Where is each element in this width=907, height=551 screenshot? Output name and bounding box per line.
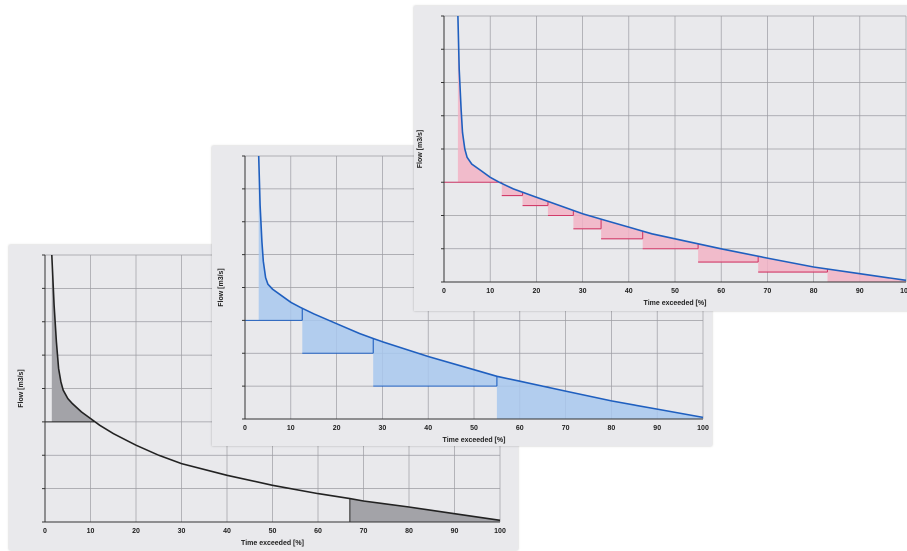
x-tick-label: 60 (516, 425, 524, 432)
x-tick-label: 30 (178, 528, 186, 535)
x-tick-label: 80 (405, 528, 413, 535)
x-tick-label: 30 (579, 288, 587, 295)
x-axis-label: Time exceeded [%] (644, 300, 707, 307)
x-tick-label: 70 (360, 528, 368, 535)
fill-area-step (373, 338, 497, 387)
x-tick-label: 100 (697, 425, 709, 432)
fill-area-peak (51, 255, 95, 422)
y-axis-label: Flow [m3/s] (417, 130, 424, 169)
fill-area-step (302, 308, 374, 354)
x-tick-label: 0 (43, 528, 47, 535)
fill-area-step (258, 156, 303, 321)
x-tick-label: 10 (87, 528, 95, 535)
x-tick-label: 100 (494, 528, 506, 535)
x-tick-label: 70 (764, 288, 772, 295)
x-tick-label: 20 (333, 425, 341, 432)
x-tick-label: 100 (900, 288, 907, 295)
fill-area-step (573, 210, 602, 229)
fill-area-step (457, 16, 502, 184)
x-tick-label: 80 (810, 288, 818, 295)
x-tick-label: 40 (625, 288, 633, 295)
fill-area-step (601, 219, 643, 239)
x-tick-label: 10 (486, 288, 494, 295)
x-tick-label: 50 (269, 528, 277, 535)
flow-duration-curve (257, 155, 704, 419)
chart-panel-pink: 0 10 20 30 40 50 60 70 80 90 100 Time exceeded [%] F… (414, 6, 907, 311)
fill-area-step (522, 192, 548, 206)
flow-duration-curve (457, 15, 907, 282)
flow-duration-curve (51, 254, 501, 522)
x-tick-label: 20 (132, 528, 140, 535)
x-tick-label: 30 (379, 425, 387, 432)
x-tick-label: 0 (243, 425, 247, 432)
x-tick-label: 10 (287, 425, 295, 432)
x-axis-label: Time exceeded [%] (443, 437, 506, 444)
y-axis-label: Flow [m3/s] (218, 268, 225, 307)
x-tick-label: 50 (470, 425, 478, 432)
x-tick-label: 80 (608, 425, 616, 432)
y-axis-label: Flow [m3/s] (18, 369, 25, 408)
x-tick-label: 40 (223, 528, 231, 535)
fill-area-step (698, 243, 759, 263)
x-tick-label: 0 (442, 288, 446, 295)
x-tick-label: 20 (533, 288, 541, 295)
x-tick-label: 90 (653, 425, 661, 432)
x-tick-label: 90 (451, 528, 459, 535)
chart-pink: 0 10 20 30 40 50 60 70 80 90 100 Time exceeded [%] F… (417, 15, 907, 307)
x-tick-label: 60 (314, 528, 322, 535)
fill-area-step (547, 201, 574, 216)
x-tick-label: 70 (562, 425, 570, 432)
x-tick-label: 40 (424, 425, 432, 432)
x-tick-label: 90 (856, 288, 864, 295)
x-tick-label: 50 (671, 288, 679, 295)
x-axis-label: Time exceeded [%] (241, 540, 304, 547)
x-tick-label: 60 (717, 288, 725, 295)
